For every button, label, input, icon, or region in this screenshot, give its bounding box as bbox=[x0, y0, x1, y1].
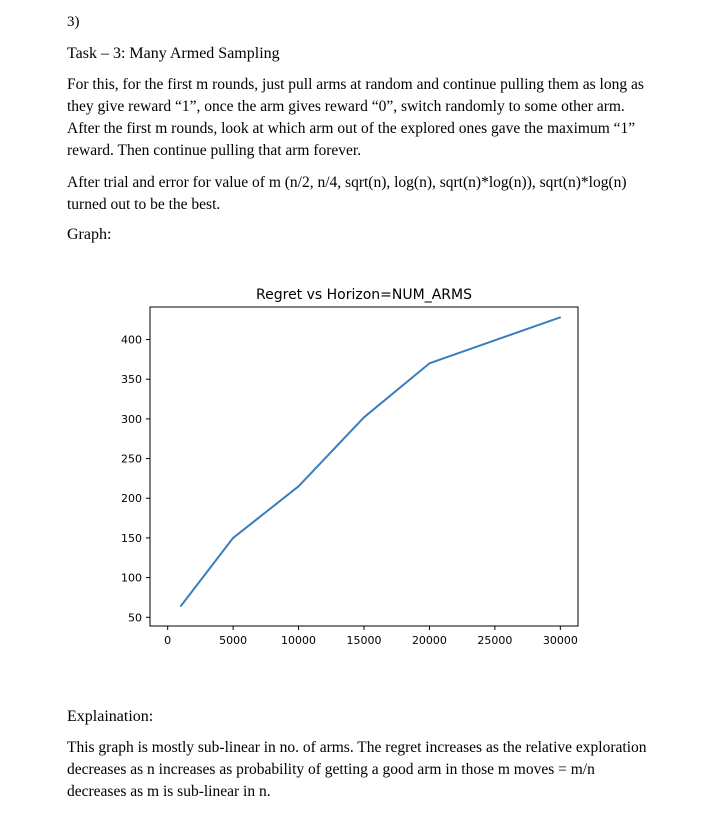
y-tick-label: 100 bbox=[121, 572, 142, 585]
y-tick-label: 50 bbox=[128, 611, 142, 624]
x-tick-label: 30000 bbox=[543, 634, 578, 647]
y-tick-label: 150 bbox=[121, 532, 142, 545]
x-tick-label: 20000 bbox=[412, 634, 447, 647]
method-paragraph: For this, for the first m rounds, just p… bbox=[67, 76, 644, 159]
data-point bbox=[297, 485, 300, 488]
y-tick-label: 250 bbox=[121, 453, 142, 466]
regret-line bbox=[179, 316, 561, 607]
x-axis: 0 5000 10000 15000 20000 25000 30000 bbox=[164, 626, 578, 647]
section-number: 3) bbox=[67, 14, 80, 30]
graph-label: Graph: bbox=[67, 226, 112, 243]
data-point bbox=[232, 537, 234, 539]
y-tick-label: 350 bbox=[121, 373, 142, 386]
y-tick-label: 400 bbox=[121, 334, 142, 347]
plot-frame bbox=[149, 306, 579, 627]
x-tick-label: 15000 bbox=[347, 634, 382, 647]
data-point bbox=[559, 316, 562, 319]
x-tick-label: 5000 bbox=[219, 634, 247, 647]
x-tick-label: 0 bbox=[164, 634, 171, 647]
task-title: Task – 3: Many Armed Sampling bbox=[67, 45, 280, 62]
regret-chart: Regret vs Horizon=NUM_ARMS 0 5000 10000 150… bbox=[121, 287, 579, 647]
chart-title: Regret vs Horizon=NUM_ARMS bbox=[256, 287, 472, 303]
data-point bbox=[179, 605, 182, 607]
data-point bbox=[363, 416, 365, 419]
explanation-title: Explaination: bbox=[67, 708, 154, 725]
explanation-text: This graph is mostly sub-linear in no. o… bbox=[67, 739, 647, 800]
y-tick-label: 200 bbox=[121, 492, 142, 505]
x-tick-label: 25000 bbox=[477, 634, 512, 647]
data-point bbox=[428, 362, 431, 365]
y-axis: 50 100 150 200 250 300 350 400 bbox=[121, 334, 150, 624]
x-tick-label: 10000 bbox=[281, 634, 316, 647]
series-layer bbox=[179, 316, 562, 607]
y-tick-label: 300 bbox=[121, 413, 142, 426]
result-paragraph: After trial and error for value of m (n/… bbox=[67, 174, 627, 213]
